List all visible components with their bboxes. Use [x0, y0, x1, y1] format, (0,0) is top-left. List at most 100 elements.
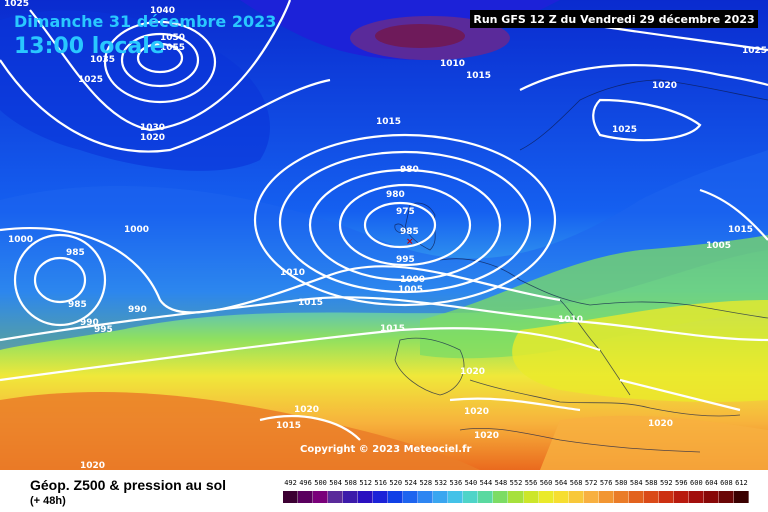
map-title: Géop. Z500 & pression au sol [30, 477, 227, 493]
green-band [420, 235, 768, 359]
legend-color-swatch [448, 491, 464, 503]
legend-value-labels: 492 496 500 504 508 512 516 520 524 528 532 536 540 5… [283, 479, 749, 487]
legend-value-label: 548 [494, 479, 508, 487]
legend-color-swatch [313, 491, 329, 503]
legend-color-swatch [523, 491, 539, 503]
isobar-label: 1020 [460, 367, 485, 377]
legend-color-swatch [298, 491, 314, 503]
isobar-label: 995 [396, 255, 415, 265]
legend-color-swatch [373, 491, 389, 503]
isobar-label: 1015 [380, 324, 405, 334]
legend-color-swatch [553, 491, 569, 503]
blue-south-west [0, 10, 270, 171]
legend-color-swatch [538, 491, 554, 503]
legend-value-label: 572 [584, 479, 598, 487]
legend-value-label: 564 [554, 479, 568, 487]
isobar-label: 995 [94, 325, 113, 335]
legend-value-label: 528 [419, 479, 433, 487]
legend-color-swatch [613, 491, 629, 503]
legend-value-label: 584 [629, 479, 643, 487]
legend-value-label: 492 [284, 479, 297, 487]
legend-value-label: 596 [675, 479, 688, 487]
isobar-label: 990 [128, 305, 147, 315]
legend-value-label: 512 [359, 479, 372, 487]
isobar-label: 1015 [728, 225, 753, 235]
forecast-lead-time: (+ 48h) [30, 495, 66, 507]
isobar-label: 1010 [558, 315, 583, 325]
legend-value-label: 540 [464, 479, 478, 487]
legend-value-label: 544 [479, 479, 493, 487]
legend-color-swatch [583, 491, 599, 503]
legend-color-swatch [418, 491, 434, 503]
isobar-label: 1025 [612, 125, 637, 135]
legend-color-swatch [703, 491, 719, 503]
orange-region [0, 391, 480, 470]
legend-value-label: 576 [599, 479, 613, 487]
isobar-label: 1035 [90, 55, 115, 65]
legend-value-label: 580 [614, 479, 628, 487]
isobar-labels: 1025 1040 1050 1055 1035 1025 1030 1020 … [4, 0, 767, 470]
yellow-band [512, 300, 768, 402]
legend-color-swatch [358, 491, 374, 503]
cold-core-inner [375, 24, 465, 48]
isobar-label: 1005 [706, 241, 731, 251]
legend-value-label: 588 [644, 479, 658, 487]
pressure-geopotential-map: 1025 1040 1050 1055 1035 1025 1030 1020 … [0, 0, 768, 470]
isobar-label: 985 [66, 248, 85, 258]
isobar-label: 1020 [652, 81, 677, 91]
legend-value-label: 500 [314, 479, 327, 487]
legend-color-swatch [568, 491, 584, 503]
legend-color-swatch [733, 491, 749, 503]
legend-color-swatch [718, 491, 734, 503]
legend-value-label: 592 [659, 479, 673, 487]
isobar-label: 1050 [160, 33, 185, 43]
legend-value-label: 612 [735, 479, 748, 487]
legend-color-swatch [493, 491, 509, 503]
legend-color-swatch [643, 491, 659, 503]
isobar-label: 1010 [440, 59, 465, 69]
legend-value-label: 560 [539, 479, 553, 487]
legend-value-label: 604 [705, 479, 718, 487]
forecast-date: Dimanche 31 décembre 2023 [14, 12, 277, 31]
orange-region-east [540, 415, 768, 470]
isobar-label: 1040 [150, 6, 175, 16]
isobar-label: 1020 [80, 461, 105, 470]
isobar-label: 985 [68, 300, 87, 310]
legend-value-label: 552 [509, 479, 523, 487]
isobars [0, 0, 768, 440]
isobar-label: 1015 [466, 71, 491, 81]
legend-color-swatch [403, 491, 419, 503]
isobar-label: 1005 [398, 285, 423, 295]
isobar-label: 1015 [298, 298, 323, 308]
isobar-label: 980 [400, 165, 419, 175]
legend-value-label: 504 [329, 479, 342, 487]
isobar-label: 1000 [8, 235, 33, 245]
isobar-label: 985 [400, 227, 419, 237]
map-footer: Géop. Z500 & pression au sol (+ 48h) 492… [0, 470, 768, 512]
isobar-label: 1025 [4, 0, 29, 9]
legend-value-label: 536 [449, 479, 463, 487]
legend-value-label: 524 [404, 479, 418, 487]
isobar-label: 1015 [276, 421, 301, 431]
legend-color-swatch [388, 491, 404, 503]
isobar-label: 1020 [474, 431, 499, 441]
legend-color-swatch [478, 491, 494, 503]
legend-color-swatch [283, 491, 299, 503]
legend-color-swatch [628, 491, 644, 503]
isobar-label: 1010 [280, 268, 305, 278]
isobar-label: 1030 [140, 123, 165, 133]
copyright-text: Copyright © 2023 Meteociel.fr [300, 444, 472, 455]
isobar-label: 990 [80, 318, 99, 328]
isobar-label: 975 [396, 207, 415, 217]
legend-color-swatch [658, 491, 674, 503]
legend-color-swatch [508, 491, 524, 503]
legend-color-swatch [433, 491, 449, 503]
legend-value-label: 496 [299, 479, 312, 487]
legend-value-label: 516 [374, 479, 388, 487]
isobar-label: 1020 [294, 405, 319, 415]
isobar-label: 1025 [78, 75, 103, 85]
legend-color-swatch [598, 491, 614, 503]
legend-color-swatch [343, 491, 359, 503]
legend-value-label: 600 [690, 479, 703, 487]
low-center-marker: × [406, 237, 414, 247]
